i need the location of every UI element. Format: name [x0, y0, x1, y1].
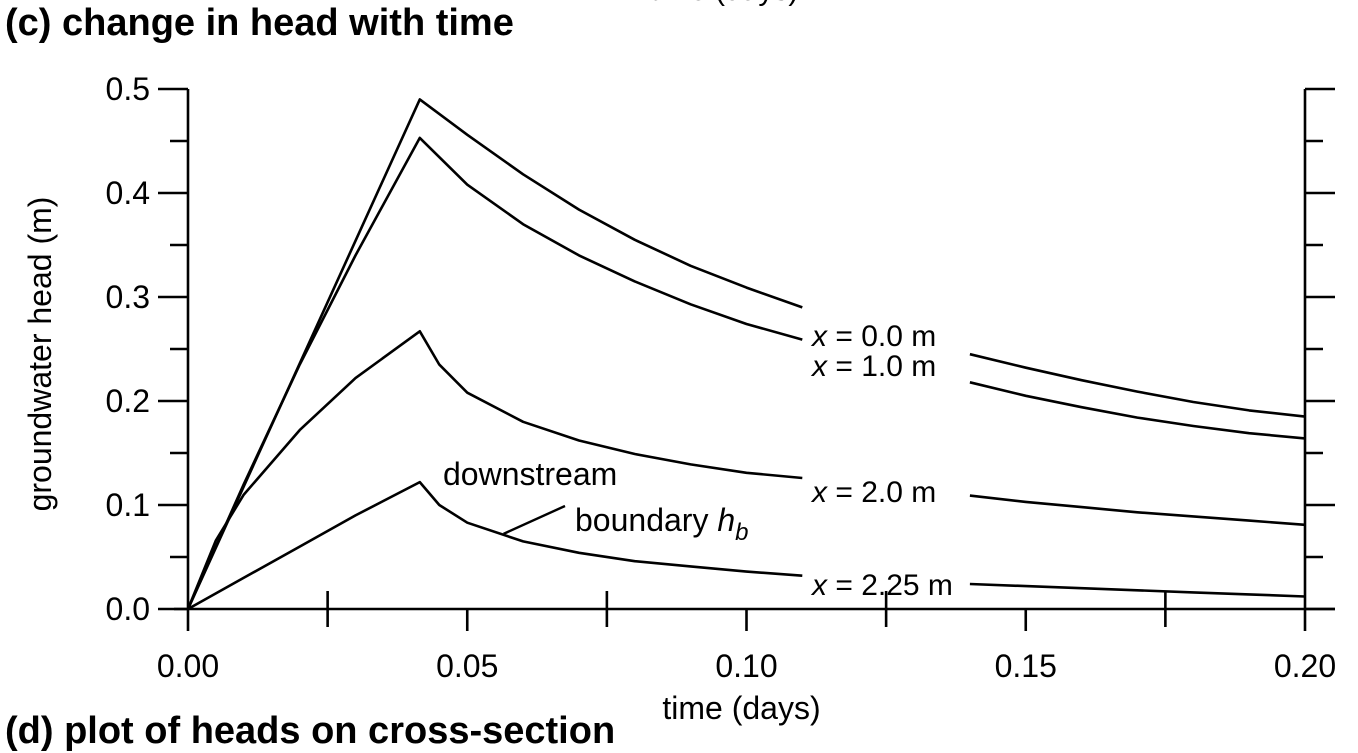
series-line-3 [187, 480, 803, 611]
axes [174, 89, 1335, 611]
series-label: x = 0.0 m [810, 320, 936, 353]
series-line-2-continued [969, 494, 1306, 527]
y-tick-label: 0.2 [106, 383, 150, 419]
ticks: 0.0 0.1 0.2 0.3 0.4 0.5 0.00 0.05 0.10 0.15 0.20 ti… [22, 71, 1336, 726]
y-tick-label: 0.4 [106, 175, 150, 211]
y-tick-label: 0.1 [106, 487, 150, 523]
series-label: x = 2.0 m [810, 476, 936, 509]
clipped-axis-label-top: time (days) [650, 0, 798, 8]
annotation-line-1: downstream [443, 456, 617, 492]
chart: 0.0 0.1 0.2 0.3 0.4 0.5 0.00 0.05 0.10 0.15 0.20 ti… [22, 71, 1336, 726]
annotation-line-2: boundary hb [575, 502, 748, 546]
annotation: downstream boundary hb [443, 456, 748, 546]
series-lines [186, 98, 1306, 611]
series-line-0-continued [969, 352, 1306, 418]
series-label: x = 2.25 m [810, 569, 953, 602]
y-tick-label: 0.5 [106, 71, 150, 107]
x-tick-label: 0.10 [715, 648, 777, 684]
annotation-leader-line [503, 504, 566, 535]
chart-title: (c) change in head with time [5, 2, 514, 44]
x-tick-label: 0.05 [436, 648, 498, 684]
series-line-1-continued [969, 381, 1306, 440]
clipped-next-panel-title: (d) plot of heads on cross-section [5, 710, 616, 752]
y-tick-label: 0.0 [106, 591, 150, 627]
x-axis-label: time (days) [662, 690, 820, 726]
y-tick-label: 0.3 [106, 279, 150, 315]
series-line-1 [186, 136, 803, 610]
x-tick-label: 0.15 [995, 648, 1057, 684]
y-axis-label: groundwater head (m) [22, 197, 58, 512]
x-tick-label: 0.00 [157, 648, 219, 684]
series-label: x = 1.0 m [810, 350, 936, 383]
series-line-2 [186, 329, 803, 610]
series-line-3-continued [969, 582, 1306, 598]
x-tick-label: 0.20 [1274, 648, 1336, 684]
series-labels: x = 0.0 mx = 1.0 m x = 2.0 m x = 2.25 m [810, 320, 953, 602]
